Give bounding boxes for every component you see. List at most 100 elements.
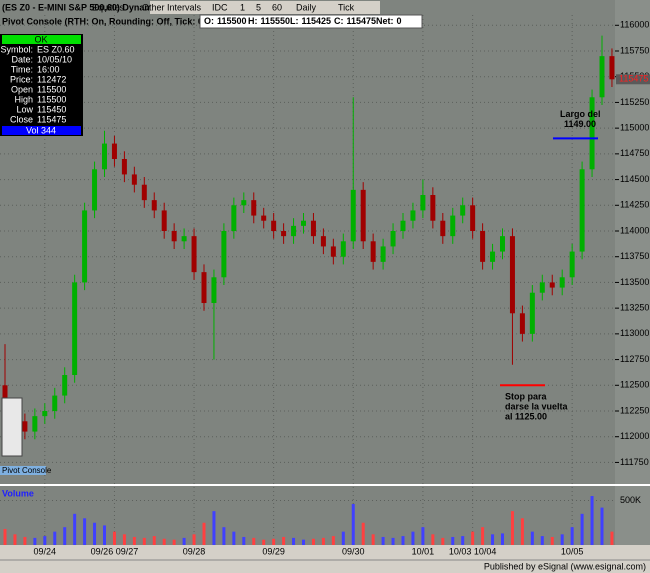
status-bar — [2, 35, 81, 44]
y-tick-label: 115250 — [620, 97, 649, 107]
candle-body — [191, 236, 197, 273]
toolbar-button[interactable]: Tick — [338, 2, 355, 12]
volume-bar — [401, 536, 405, 545]
x-tick-label: 09/30 — [342, 546, 365, 556]
candle-body — [201, 272, 207, 303]
pivot-console-label[interactable]: Pivot Console — [2, 466, 52, 475]
y-tick-label: 116000 — [620, 20, 649, 30]
x-tick-label: 10/03 10/04 — [449, 546, 497, 556]
volume-bar — [182, 537, 186, 545]
volume-bar — [510, 511, 514, 545]
volume-bar — [431, 534, 435, 545]
volume-bar — [212, 511, 216, 545]
info-volume: Vol 344 — [26, 125, 56, 135]
toolbar-button[interactable]: Other Intervals — [142, 2, 202, 12]
candle-body — [400, 220, 406, 231]
toolbar-button[interactable]: Equities — [92, 2, 125, 12]
candle-body — [141, 184, 147, 201]
quote-label: O: — [204, 16, 214, 26]
toolbar-button[interactable]: IDC — [212, 2, 228, 12]
info-label: High — [14, 94, 33, 104]
volume-bar — [371, 534, 375, 545]
candle-body — [470, 205, 476, 231]
volume-bar — [461, 536, 465, 545]
candle-body — [500, 236, 505, 252]
y-tick-label: 114750 — [620, 148, 649, 158]
candle-body — [529, 292, 535, 334]
candle-body — [211, 277, 217, 303]
candle-body — [509, 236, 515, 314]
candle-body — [350, 189, 356, 242]
volume-bar — [103, 525, 106, 545]
info-label: Close — [10, 114, 33, 124]
volume-bar — [272, 538, 276, 545]
volume-bar — [3, 528, 7, 545]
candle-body — [291, 225, 297, 237]
candle-body — [589, 97, 595, 170]
volume-bar — [262, 539, 266, 545]
candle-body — [360, 189, 366, 242]
quote-box — [199, 14, 423, 29]
info-rows: Symbol: ES Z0.60 Date: 10/05/10 Time: 16:00 Pr… — [0, 44, 74, 124]
y-tick-label: 113500 — [620, 277, 649, 287]
annotation-text: al 1125.00 — [505, 412, 547, 422]
volume-bar — [202, 522, 206, 545]
candle-body — [32, 416, 38, 432]
volume-bar — [491, 534, 495, 545]
volume-bar — [550, 536, 554, 545]
candle-body — [82, 210, 88, 283]
candle-body — [390, 231, 396, 247]
annotation-text: Largo del — [560, 109, 601, 119]
y-tick-label: 114250 — [620, 200, 649, 210]
toolbar-button[interactable]: 1 — [240, 2, 245, 12]
toolbar-button[interactable]: 5 — [256, 2, 261, 12]
quote-label: L: — [290, 16, 299, 26]
quote-value: 115550 — [261, 16, 291, 26]
candle-body — [440, 220, 446, 237]
info-value: 112472 — [37, 74, 66, 84]
candle-body — [92, 169, 98, 211]
quote-label: C: — [334, 16, 344, 26]
x-tick-label: 10/05 — [561, 546, 584, 556]
x-tick-label: 09/26 09/27 — [91, 546, 139, 556]
candle-body — [370, 241, 376, 262]
quote-item: O: 115500 — [204, 16, 247, 26]
info-label: Price: — [10, 74, 33, 84]
volume-bar — [73, 513, 77, 545]
volume-bar — [610, 531, 614, 545]
candle-body — [251, 200, 257, 216]
y-tick-label: 113000 — [620, 328, 649, 338]
candle-body — [301, 220, 306, 226]
volume-bar — [43, 536, 47, 545]
quote-value: 0 — [397, 16, 402, 26]
y-tick-label: 115000 — [620, 123, 649, 133]
status-text: OK — [34, 34, 47, 44]
price-axis — [615, 0, 650, 545]
volume-bar — [23, 536, 27, 545]
toolbar-button[interactable]: Daily — [296, 2, 317, 12]
volume-bar — [142, 537, 146, 545]
volume-bar — [590, 496, 594, 545]
candle-body — [539, 282, 545, 293]
info-panel — [0, 34, 83, 136]
quote-item: Net: 0 — [376, 16, 402, 26]
volume-bar — [600, 507, 604, 545]
info-label: Time: — [11, 64, 33, 74]
volume-bar — [53, 531, 57, 545]
quote-value: 115500 — [217, 16, 247, 26]
y-tick-label: 115750 — [620, 45, 649, 55]
info-value: 115500 — [37, 94, 66, 104]
volume-bar — [570, 527, 574, 545]
candle-body — [151, 200, 157, 211]
candle-body — [310, 220, 316, 237]
candle-body — [131, 174, 137, 185]
candle-body — [42, 411, 48, 417]
y-tick-label: 111750 — [620, 457, 649, 467]
candle-body — [599, 56, 605, 98]
volume-bar — [282, 536, 286, 545]
volume-bar — [501, 533, 504, 545]
toolbar-button[interactable]: 60 — [272, 2, 282, 12]
volume-bar — [232, 531, 236, 545]
quote-value: 115425 — [302, 16, 332, 26]
